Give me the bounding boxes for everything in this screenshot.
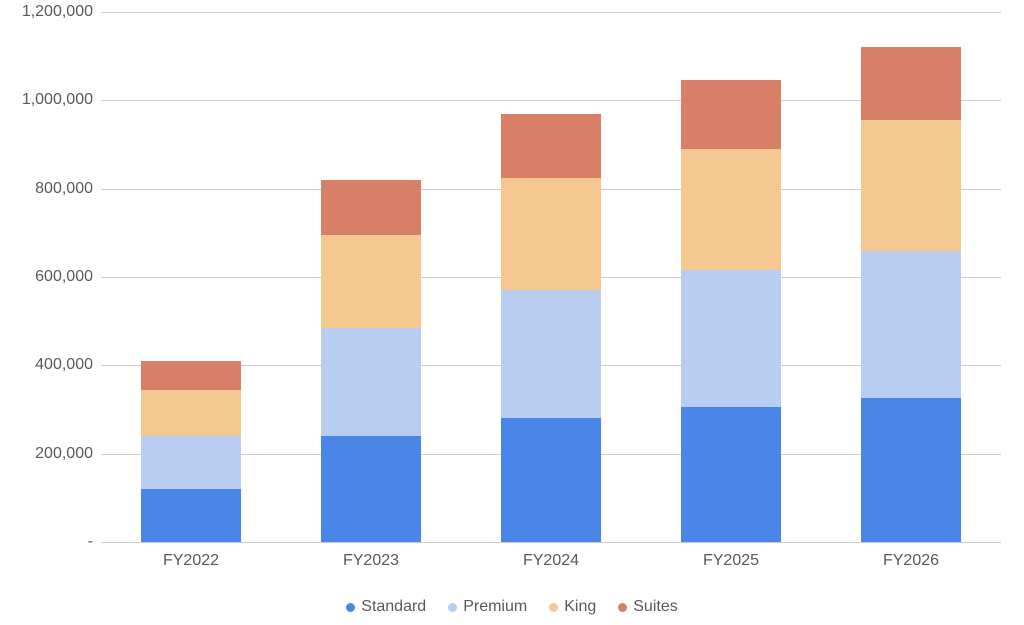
bar-segment-standard <box>501 418 602 542</box>
plot-area: FY2022FY2023FY2024FY2025FY2026 -200,0004… <box>100 12 1001 542</box>
y-tick-label: 200,000 <box>35 445 101 463</box>
bar-segment-premium <box>321 328 422 436</box>
bar-segment-king <box>501 178 602 291</box>
bar-segment-king <box>141 390 242 436</box>
y-tick-label: 400,000 <box>35 356 101 374</box>
x-tick-label: FY2026 <box>821 552 1001 570</box>
y-tick-label: 800,000 <box>35 180 101 198</box>
bar-segment-suites <box>321 180 422 235</box>
bar-segment-premium <box>681 270 782 407</box>
bar-slot <box>101 361 281 542</box>
legend-label: Suites <box>633 598 677 616</box>
legend-label: King <box>564 598 596 616</box>
y-tick-label: - <box>88 533 101 551</box>
bar-segment-suites <box>681 80 782 148</box>
bar-segment-standard <box>681 407 782 542</box>
bar-slot <box>461 114 641 542</box>
legend-swatch-icon <box>549 603 558 612</box>
legend-item-king: King <box>549 598 596 616</box>
bar-segment-premium <box>501 290 602 418</box>
bar-segment-king <box>321 235 422 328</box>
bar-segment-standard <box>861 398 962 542</box>
x-tick-label: FY2022 <box>101 552 281 570</box>
bar-stack <box>141 361 242 542</box>
bar-stack <box>861 47 962 542</box>
bar-segment-premium <box>861 251 962 399</box>
x-tick-label: FY2024 <box>461 552 641 570</box>
bar-segment-standard <box>321 436 422 542</box>
y-tick-label: 600,000 <box>35 268 101 286</box>
revenue-stacked-bar-chart: FY2022FY2023FY2024FY2025FY2026 - 200,000 4… <box>0 0 1024 625</box>
bar-slot <box>821 47 1001 542</box>
bar-stack <box>501 114 602 542</box>
x-tick-label: FY2023 <box>281 552 461 570</box>
bar-segment-standard <box>141 489 242 542</box>
x-tick-label: FY2025 <box>641 552 821 570</box>
legend-item-suites: Suites <box>618 598 677 616</box>
legend: Standard Premium King Suites <box>0 598 1024 616</box>
bars-layer <box>101 12 1001 542</box>
bar-segment-suites <box>501 114 602 178</box>
legend-swatch-icon <box>618 603 627 612</box>
bar-segment-premium <box>141 436 242 489</box>
legend-item-standard: Standard <box>346 598 426 616</box>
legend-swatch-icon <box>346 603 355 612</box>
bar-stack <box>321 180 422 542</box>
legend-swatch-icon <box>448 603 457 612</box>
bar-segment-king <box>681 149 782 270</box>
y-tick-label: 1,000,000 <box>22 91 101 109</box>
bar-stack <box>681 80 782 542</box>
bar-slot <box>641 80 821 542</box>
bar-segment-suites <box>141 361 242 390</box>
bar-segment-king <box>861 120 962 250</box>
y-tick-label: 1,200,000 <box>22 3 101 21</box>
bar-segment-suites <box>861 47 962 120</box>
x-axis-labels: FY2022FY2023FY2024FY2025FY2026 <box>101 542 1001 570</box>
legend-label: Standard <box>361 598 426 616</box>
bar-slot <box>281 180 461 542</box>
legend-label: Premium <box>463 598 527 616</box>
legend-item-premium: Premium <box>448 598 527 616</box>
